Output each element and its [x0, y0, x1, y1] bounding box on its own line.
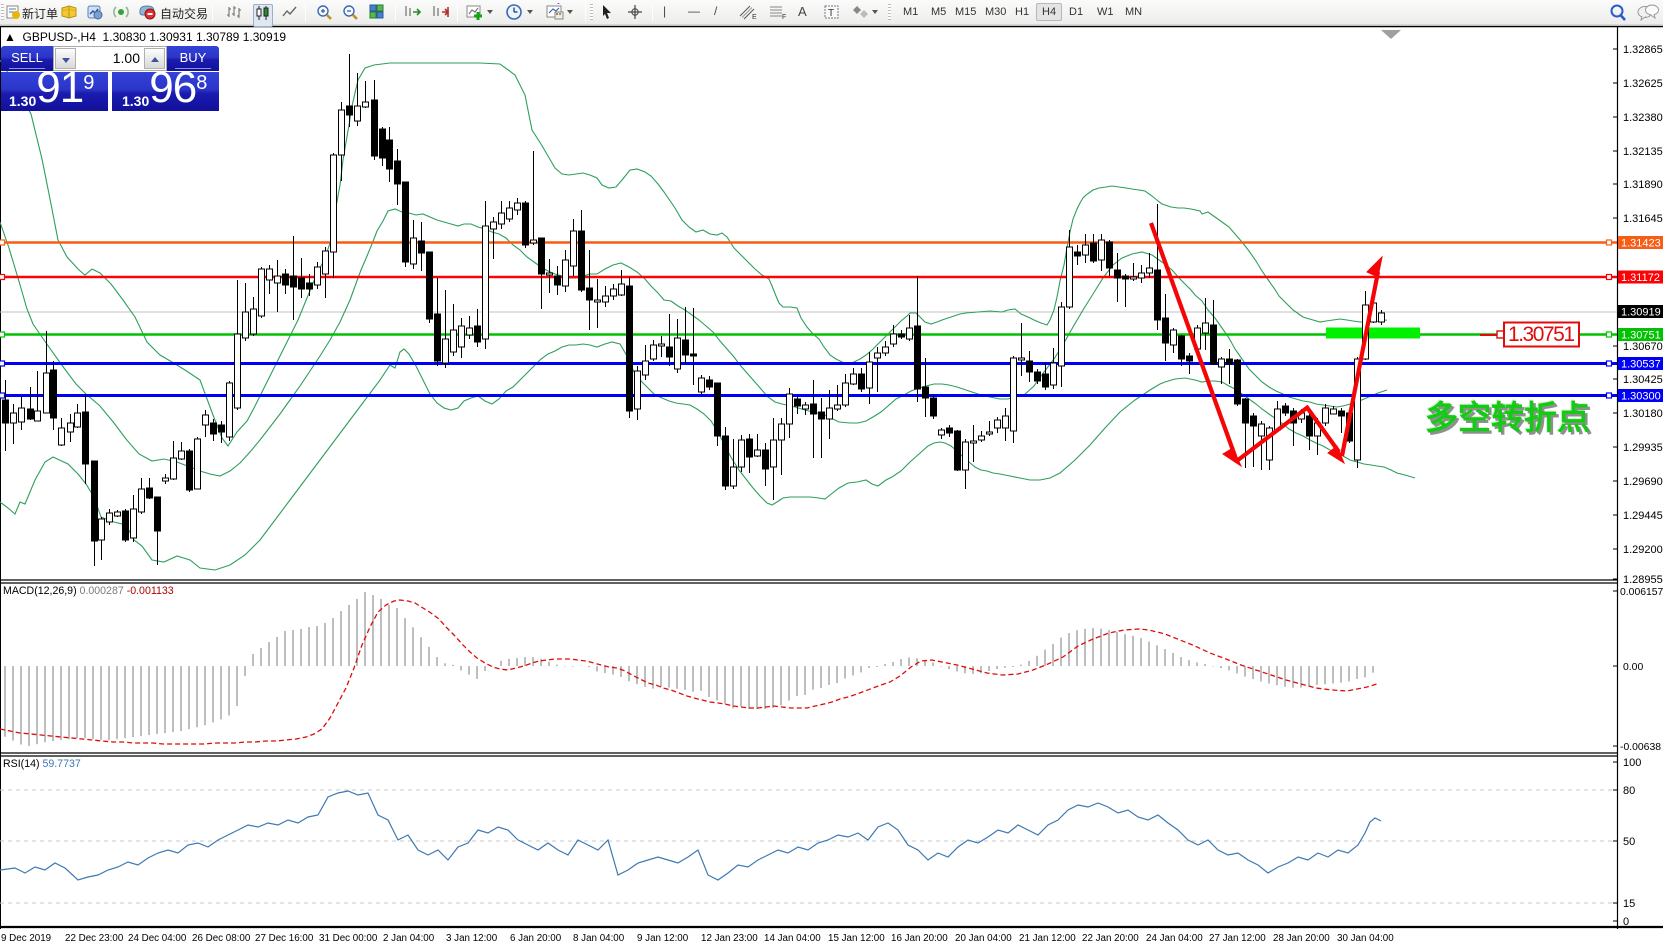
svg-text:0: 0 — [1623, 916, 1629, 928]
svg-text:9 Dec 2019: 9 Dec 2019 — [1, 933, 51, 944]
svg-text:50: 50 — [1623, 836, 1635, 848]
svg-text:MACD(12,26,9) 0.000287 -0.0011: MACD(12,26,9) 0.000287 -0.001133 — [3, 585, 174, 597]
svg-text:80: 80 — [1623, 785, 1635, 797]
svg-text:0.006157: 0.006157 — [1620, 587, 1663, 598]
svg-text:1.29690: 1.29690 — [1623, 476, 1663, 488]
svg-text:1.32135: 1.32135 — [1623, 146, 1663, 158]
svg-text:1.28955: 1.28955 — [1623, 574, 1663, 586]
svg-text:24 Jan 04:00: 24 Jan 04:00 — [1146, 933, 1203, 944]
svg-text:F: F — [782, 14, 786, 20]
svg-text:1.30919: 1.30919 — [1621, 307, 1661, 319]
svg-text:6 Jan 20:00: 6 Jan 20:00 — [510, 933, 562, 944]
svg-text:1.31890: 1.31890 — [1623, 179, 1663, 191]
svg-text:15: 15 — [1623, 898, 1635, 910]
svg-text:1.30670: 1.30670 — [1623, 341, 1663, 353]
svg-text:8 Jan 04:00: 8 Jan 04:00 — [573, 933, 625, 944]
svg-text:15 Jan 12:00: 15 Jan 12:00 — [828, 933, 885, 944]
svg-text:22 Dec 23:00: 22 Dec 23:00 — [65, 933, 124, 944]
svg-text:24 Dec 04:00: 24 Dec 04:00 — [128, 933, 187, 944]
svg-text:1.30300: 1.30300 — [1621, 391, 1661, 403]
svg-text:26 Dec 08:00: 26 Dec 08:00 — [192, 933, 251, 944]
svg-text:1.32865: 1.32865 — [1623, 44, 1663, 56]
svg-text:28 Jan 20:00: 28 Jan 20:00 — [1273, 933, 1330, 944]
svg-text:21 Jan 12:00: 21 Jan 12:00 — [1019, 933, 1076, 944]
svg-text:14 Jan 04:00: 14 Jan 04:00 — [764, 933, 821, 944]
svg-text:1.29935: 1.29935 — [1623, 442, 1663, 454]
svg-text:1.30751: 1.30751 — [1508, 323, 1575, 346]
svg-text:16 Jan 20:00: 16 Jan 20:00 — [891, 933, 948, 944]
svg-text:1.29445: 1.29445 — [1623, 510, 1663, 522]
svg-text:1.30425: 1.30425 — [1623, 374, 1663, 386]
svg-text:12 Jan 23:00: 12 Jan 23:00 — [701, 933, 758, 944]
svg-text:3 Jan 12:00: 3 Jan 12:00 — [446, 933, 498, 944]
svg-text:-0.00638: -0.00638 — [1620, 742, 1661, 753]
svg-text:9 Jan 12:00: 9 Jan 12:00 — [637, 933, 689, 944]
svg-text:1.31423: 1.31423 — [1621, 238, 1661, 250]
svg-text:1.31172: 1.31172 — [1621, 272, 1660, 284]
svg-text:2 Jan 04:00: 2 Jan 04:00 — [383, 933, 435, 944]
svg-text:1.29200: 1.29200 — [1623, 544, 1663, 556]
svg-text:0.00: 0.00 — [1623, 662, 1643, 673]
svg-text:1.31645: 1.31645 — [1623, 213, 1663, 225]
svg-text:1.32625: 1.32625 — [1623, 78, 1663, 90]
svg-text:27 Dec 16:00: 27 Dec 16:00 — [255, 933, 314, 944]
svg-text:E: E — [752, 14, 757, 20]
svg-text:22 Jan 20:00: 22 Jan 20:00 — [1082, 933, 1139, 944]
svg-text:1.30537: 1.30537 — [1621, 359, 1661, 371]
svg-text:100: 100 — [1623, 757, 1641, 769]
svg-text:多空转折点: 多空转折点 — [1425, 399, 1590, 436]
svg-text:T: T — [828, 8, 834, 19]
svg-text:20 Jan 04:00: 20 Jan 04:00 — [955, 933, 1012, 944]
svg-text:RSI(14) 59.7737: RSI(14) 59.7737 — [3, 758, 81, 770]
svg-text:27 Jan 12:00: 27 Jan 12:00 — [1209, 933, 1266, 944]
svg-text:1.30751: 1.30751 — [1621, 330, 1661, 342]
svg-text:31 Dec 00:00: 31 Dec 00:00 — [319, 933, 378, 944]
svg-text:1.32380: 1.32380 — [1623, 112, 1663, 124]
svg-text:1.30180: 1.30180 — [1623, 408, 1663, 420]
svg-text:30 Jan 04:00: 30 Jan 04:00 — [1337, 933, 1394, 944]
